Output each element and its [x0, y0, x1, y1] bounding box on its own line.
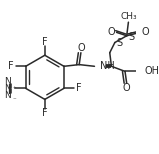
Text: O: O	[122, 83, 130, 93]
Text: O: O	[108, 26, 115, 36]
Text: S: S	[117, 38, 123, 48]
Text: O: O	[142, 26, 149, 36]
Text: F: F	[8, 61, 13, 71]
Text: F: F	[76, 83, 82, 93]
Text: OH: OH	[145, 66, 159, 76]
Text: F: F	[42, 37, 48, 47]
Text: S: S	[128, 32, 135, 42]
Text: F: F	[42, 108, 48, 118]
Text: ⁻: ⁻	[13, 97, 17, 103]
Text: N: N	[5, 77, 11, 86]
Text: CH₃: CH₃	[120, 12, 137, 21]
Text: N: N	[5, 84, 11, 93]
Text: O: O	[78, 43, 86, 53]
Text: NH: NH	[100, 61, 115, 71]
Text: N: N	[5, 91, 11, 100]
Text: ⁺: ⁺	[13, 87, 17, 93]
